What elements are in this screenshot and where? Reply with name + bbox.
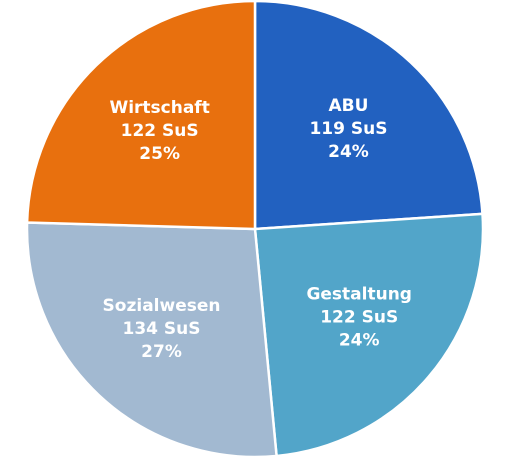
value-label: 119 SuS xyxy=(309,119,387,139)
pie-slice xyxy=(25,0,257,231)
value-label: 122 SuS xyxy=(121,121,199,141)
pie-slice xyxy=(253,212,485,458)
slice-label: Gestaltung xyxy=(306,285,412,305)
value-label: 134 SuS xyxy=(123,319,201,339)
slice-label: ABU xyxy=(329,96,369,116)
value-label: 122 SuS xyxy=(320,308,398,328)
percent-label: 25% xyxy=(139,144,180,164)
pie-slice xyxy=(253,0,484,231)
slice-label: Wirtschaft xyxy=(109,98,209,118)
pie-slice xyxy=(25,221,278,459)
slice-label: Sozialwesen xyxy=(103,296,221,316)
percent-label: 27% xyxy=(141,342,182,362)
percent-label: 24% xyxy=(339,331,380,351)
percent-label: 24% xyxy=(328,142,369,162)
